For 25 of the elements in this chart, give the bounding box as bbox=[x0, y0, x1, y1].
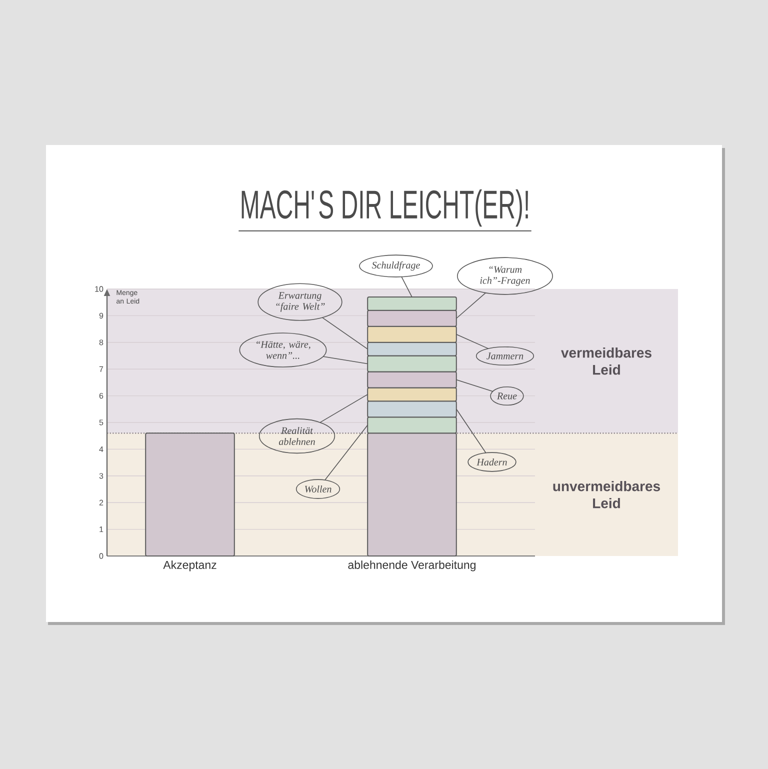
text: Jammern bbox=[486, 352, 524, 360]
y-tick-label: 3 bbox=[99, 473, 104, 479]
y-tick-label: 8 bbox=[99, 340, 104, 346]
band-label: vermeidbares Leid bbox=[561, 347, 652, 375]
text: Schuldfrage bbox=[372, 261, 420, 271]
y-tick-label: 5 bbox=[99, 420, 104, 426]
y-tick-label: 10 bbox=[95, 286, 104, 292]
text: “Hätte, wäre, wenn”... bbox=[256, 341, 310, 359]
y-tick-label: 7 bbox=[99, 366, 104, 372]
text: Wollen bbox=[304, 485, 332, 493]
text: Hadern bbox=[476, 458, 507, 466]
chart-title: MACH'S DIR LEICHT(ER)! bbox=[242, 189, 528, 227]
y-tick-label: 1 bbox=[100, 526, 104, 532]
x-tick-label: ablehnende Verarbeitung bbox=[348, 560, 476, 572]
y-tick-label: 2 bbox=[99, 500, 104, 506]
y-tick-label: 4 bbox=[99, 446, 104, 452]
text: Realität ablehnen bbox=[278, 426, 315, 446]
y-tick-label: 6 bbox=[99, 392, 104, 399]
band-label: unvermeidbares Leid bbox=[553, 480, 660, 508]
text: “Warum ich”-Fragen bbox=[480, 266, 530, 286]
y-tick-label: 0 bbox=[99, 553, 104, 559]
text: Reue bbox=[496, 392, 517, 400]
y-tick-label: 9 bbox=[99, 312, 104, 319]
text: Erwartung “faire Welt” bbox=[276, 292, 325, 312]
x-tick-label: Akzeptanz bbox=[163, 560, 216, 572]
